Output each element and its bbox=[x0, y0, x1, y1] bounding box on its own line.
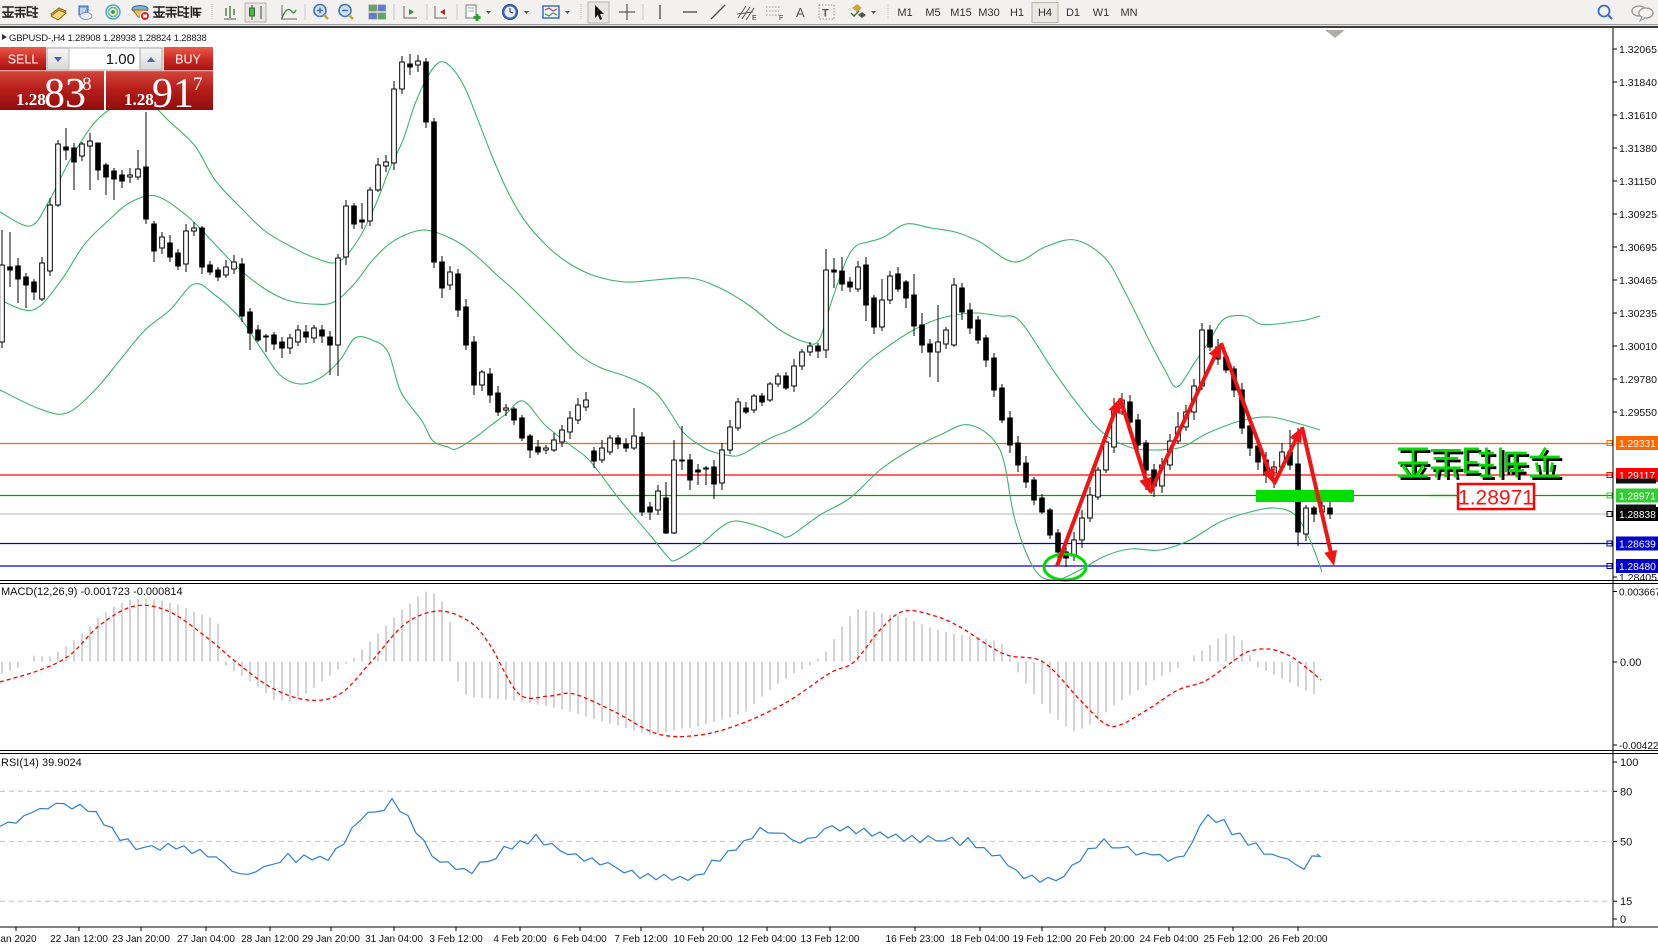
svg-text:RSI(14) 39.9024: RSI(14) 39.9024 bbox=[1, 757, 82, 769]
svg-text:1.30465: 1.30465 bbox=[1619, 275, 1657, 287]
svg-text:1.28480: 1.28480 bbox=[1619, 562, 1656, 573]
svg-text:H4: H4 bbox=[1038, 7, 1052, 19]
svg-text:1.29550: 1.29550 bbox=[1619, 407, 1657, 419]
svg-text:1.31610: 1.31610 bbox=[1619, 110, 1657, 122]
svg-text:19 Feb 12:00: 19 Feb 12:00 bbox=[1013, 934, 1072, 945]
svg-text:1.31380: 1.31380 bbox=[1619, 143, 1657, 155]
svg-text:28 Jan 12:00: 28 Jan 12:00 bbox=[241, 934, 299, 945]
svg-text:M30: M30 bbox=[978, 7, 999, 19]
svg-text:8: 8 bbox=[82, 74, 92, 95]
svg-text:29 Jan 20:00: 29 Jan 20:00 bbox=[302, 934, 360, 945]
svg-text:100: 100 bbox=[1620, 757, 1638, 769]
svg-text:W1: W1 bbox=[1093, 7, 1110, 19]
svg-text:-0.00422: -0.00422 bbox=[1619, 741, 1658, 752]
svg-text:20 Feb 20:00: 20 Feb 20:00 bbox=[1076, 934, 1135, 945]
svg-text:1.28: 1.28 bbox=[16, 90, 46, 109]
svg-text:1.29331: 1.29331 bbox=[1619, 439, 1656, 450]
svg-text:M1: M1 bbox=[897, 7, 912, 19]
svg-text:1.30010: 1.30010 bbox=[1619, 341, 1657, 353]
svg-text:31 Jan 04:00: 31 Jan 04:00 bbox=[365, 934, 423, 945]
svg-text:SELL: SELL bbox=[8, 53, 39, 67]
svg-text:H1: H1 bbox=[1010, 7, 1024, 19]
svg-text:F: F bbox=[779, 15, 783, 22]
svg-text:1.28971: 1.28971 bbox=[1619, 492, 1656, 503]
svg-text:23 Jan 20:00: 23 Jan 20:00 bbox=[112, 934, 170, 945]
svg-text:24 Feb 04:00: 24 Feb 04:00 bbox=[1140, 934, 1199, 945]
svg-text:A: A bbox=[796, 5, 805, 20]
svg-text:18 Feb 04:00: 18 Feb 04:00 bbox=[951, 934, 1010, 945]
svg-text:0.003667: 0.003667 bbox=[1619, 588, 1658, 599]
svg-text:BUY: BUY bbox=[175, 53, 201, 67]
svg-text:1.29117: 1.29117 bbox=[1619, 471, 1655, 482]
svg-text:1.30925: 1.30925 bbox=[1619, 209, 1657, 221]
svg-text:22 Jan 12:00: 22 Jan 12:00 bbox=[50, 934, 108, 945]
svg-text:0: 0 bbox=[1620, 914, 1626, 926]
svg-text:D1: D1 bbox=[1066, 7, 1080, 19]
svg-text:1.31150: 1.31150 bbox=[1619, 176, 1656, 188]
svg-text:Jan 2020: Jan 2020 bbox=[0, 934, 37, 945]
svg-text:E: E bbox=[752, 15, 757, 22]
svg-text:1.31840: 1.31840 bbox=[1619, 77, 1657, 89]
svg-text:1.28: 1.28 bbox=[124, 90, 154, 109]
svg-text:13 Feb 12:00: 13 Feb 12:00 bbox=[801, 934, 860, 945]
svg-text:25 Feb 12:00: 25 Feb 12:00 bbox=[1204, 934, 1263, 945]
svg-text:4 Feb 20:00: 4 Feb 20:00 bbox=[493, 934, 547, 945]
svg-text:1.30235: 1.30235 bbox=[1619, 308, 1657, 320]
svg-text:1.28971: 1.28971 bbox=[1458, 487, 1534, 510]
svg-text:MACD(12,26,9) -0.001723 -0.000: MACD(12,26,9) -0.001723 -0.000814 bbox=[1, 586, 183, 598]
svg-text:M15: M15 bbox=[950, 7, 971, 19]
svg-text:MN: MN bbox=[1120, 7, 1137, 19]
svg-text:0.00: 0.00 bbox=[1620, 657, 1641, 669]
svg-text:T: T bbox=[822, 8, 829, 20]
svg-text:GBPUSD-,H4 1.28908 1.28938 1.: GBPUSD-,H4 1.28908 1.28938 1.28824 1.288… bbox=[9, 33, 207, 44]
svg-text:16 Feb 23:00: 16 Feb 23:00 bbox=[886, 934, 945, 945]
svg-text:3 Feb 12:00: 3 Feb 12:00 bbox=[429, 934, 483, 945]
svg-text:1.30695: 1.30695 bbox=[1619, 242, 1657, 254]
svg-text:1.28405: 1.28405 bbox=[1619, 572, 1657, 584]
svg-text:83: 83 bbox=[44, 71, 86, 117]
svg-text:1.32065: 1.32065 bbox=[1619, 44, 1657, 56]
svg-text:7: 7 bbox=[193, 74, 203, 95]
svg-text:1.28639: 1.28639 bbox=[1619, 540, 1656, 551]
svg-text:80: 80 bbox=[1620, 786, 1632, 798]
svg-text:7 Feb 12:00: 7 Feb 12:00 bbox=[614, 934, 668, 945]
svg-text:1.28838: 1.28838 bbox=[1619, 510, 1656, 521]
svg-text:91: 91 bbox=[152, 71, 194, 117]
svg-text:15: 15 bbox=[1620, 896, 1632, 908]
svg-text:1.00: 1.00 bbox=[106, 51, 135, 68]
svg-text:M5: M5 bbox=[925, 7, 940, 19]
svg-text:50: 50 bbox=[1620, 836, 1632, 848]
svg-text:1.29780: 1.29780 bbox=[1619, 374, 1657, 386]
svg-text:12 Feb 04:00: 12 Feb 04:00 bbox=[738, 934, 797, 945]
svg-text:6 Feb 04:00: 6 Feb 04:00 bbox=[553, 934, 607, 945]
svg-text:26 Feb 20:00: 26 Feb 20:00 bbox=[1269, 934, 1328, 945]
svg-text:27 Jan 04:00: 27 Jan 04:00 bbox=[177, 934, 235, 945]
svg-text:10 Feb 20:00: 10 Feb 20:00 bbox=[674, 934, 733, 945]
